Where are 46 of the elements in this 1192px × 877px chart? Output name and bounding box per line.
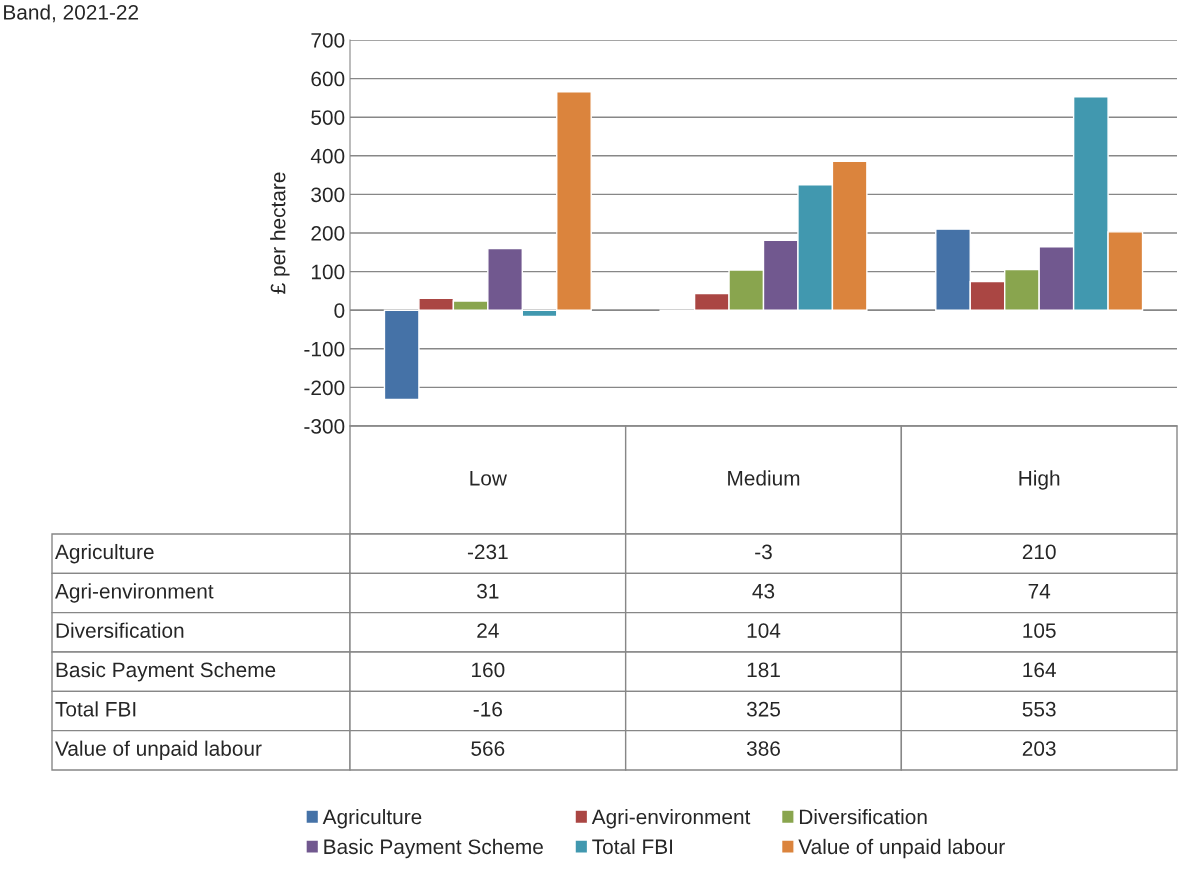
data-label: 24 [477, 623, 499, 638]
data-label: 43 [752, 583, 775, 599]
legend-label: Value of unpaid labour [798, 838, 1005, 859]
data-label: 160 [472, 662, 505, 678]
y-tick-label: 300 [311, 187, 345, 203]
y-tick-label: 100 [311, 264, 345, 280]
data-label: 553 [1022, 701, 1056, 717]
data-label: 105 [1023, 623, 1056, 638]
text: Basic Payment Scheme [56, 661, 276, 682]
data-label: -3 [755, 544, 772, 560]
y-tick-label: 200 [311, 226, 345, 241]
x-tick-label: Medium [728, 470, 800, 486]
y-tick-label: 400 [310, 148, 345, 164]
data-label: -231 [467, 544, 508, 560]
data-label: 74 [1028, 584, 1051, 599]
legend-label: Basic Payment Scheme [324, 838, 543, 859]
y-axis-title: £ per hectare [270, 172, 290, 294]
x-tick-label: High [1019, 470, 1060, 490]
text: Band, 2021-22 [4, 4, 139, 23]
data-label: 203 [1022, 741, 1056, 756]
data-label: 104 [747, 623, 781, 638]
y-tick-label: 700 [311, 33, 345, 48]
x-tick-label: Low [470, 471, 507, 486]
data-label: 210 [1022, 544, 1056, 560]
legend-label: Agriculture [322, 808, 422, 829]
data-label: 566 [471, 741, 505, 756]
text: Total FBI [55, 701, 136, 717]
legend-label: Total FBI [592, 838, 672, 855]
y-tick-label: -200 [304, 380, 345, 396]
text: Value of unpaid labour [55, 740, 262, 761]
data-label: 31 [477, 583, 499, 599]
data-label: 325 [746, 701, 781, 717]
y-tick-label: -300 [304, 419, 345, 434]
data-label: 164 [1023, 662, 1056, 678]
text: Agriculture [55, 543, 154, 564]
data-label: 181 [747, 662, 780, 678]
data-label: 386 [746, 741, 780, 756]
text: Agri-environment [55, 583, 214, 603]
y-tick-label: 500 [311, 110, 345, 125]
y-tick-label: 600 [311, 71, 345, 87]
legend-label: Agri-environment [591, 808, 751, 829]
text: Diversification [56, 622, 184, 638]
data-label: -16 [473, 701, 502, 717]
legend-label: Diversification [799, 808, 927, 825]
y-tick-label: -100 [304, 341, 345, 357]
y-tick-label: 0 [334, 303, 345, 318]
